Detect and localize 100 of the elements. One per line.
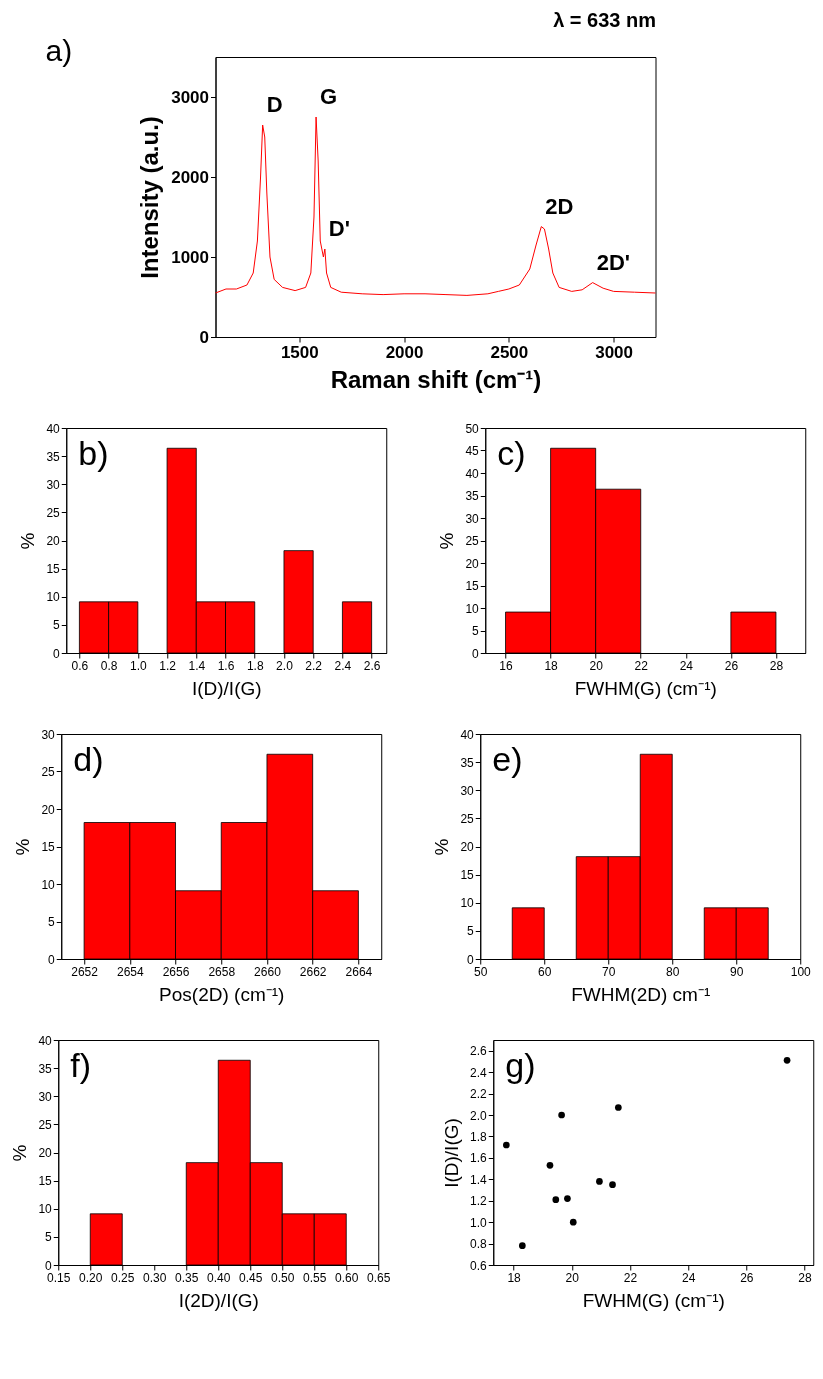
y-tick-label: 20	[460, 840, 475, 854]
x-tick-label: 0.55	[303, 1270, 327, 1285]
y-tick-label: 20	[41, 802, 56, 817]
annotation: c)	[497, 434, 526, 472]
point	[518, 1242, 526, 1250]
x-tick-label: 2.4	[334, 658, 352, 673]
x-tick-label: 2.0	[276, 658, 294, 673]
x-tick-label: 18	[544, 658, 559, 673]
y-tick-label: 35	[460, 755, 475, 770]
annotation: D'	[328, 216, 350, 241]
annotation: 2D'	[596, 249, 630, 275]
x-axis-title: FWHM(2D) cm⁻¹	[571, 983, 711, 1005]
y-tick-label: 20	[465, 556, 480, 571]
x-tick-label: 0.6	[71, 658, 89, 673]
y-tick-label: 15	[460, 868, 475, 883]
y-axis-title: %	[9, 1144, 31, 1162]
x-tick-label: 26	[724, 658, 739, 673]
x-tick-label: 28	[798, 1270, 813, 1285]
y-tick-label: 2.2	[470, 1087, 488, 1102]
x-tick-label: 1.6	[217, 658, 235, 673]
y-tick-label: 10	[46, 590, 61, 605]
y-tick-label: 0	[472, 646, 480, 661]
point	[502, 1141, 510, 1149]
x-tick-label: 24	[681, 1270, 696, 1285]
x-tick-label: 20	[589, 658, 604, 673]
y-tick-label: 0	[45, 1258, 53, 1273]
y-tick-label: 1.4	[470, 1172, 488, 1187]
y-axis-title: %	[431, 838, 453, 856]
x-tick-label: 20	[565, 1270, 580, 1285]
y-tick-label: 1.8	[470, 1129, 488, 1144]
annotation: 2D	[545, 193, 574, 219]
y-tick-label: 40	[46, 421, 61, 436]
x-tick-label: 0.50	[271, 1270, 295, 1285]
x-tick-label: 0.65	[367, 1270, 391, 1285]
y-tick-label: 35	[38, 1061, 53, 1076]
y-tick-label: 30	[465, 511, 480, 526]
y-axis-title: Intensity (a.u.)	[136, 116, 164, 279]
y-tick-label: 50	[465, 421, 480, 436]
x-tick-label: 100	[790, 964, 812, 979]
x-tick-label: 1500	[280, 342, 319, 362]
y-tick-label: 25	[41, 765, 56, 779]
y-tick-label: 10	[460, 896, 475, 911]
y-tick-label: 1.2	[470, 1194, 488, 1209]
annotation: b)	[78, 434, 109, 472]
y-axis-title: %	[17, 532, 39, 550]
x-tick-label: 26	[740, 1270, 754, 1285]
y-tick-label: 5	[45, 1230, 53, 1245]
y-tick-label: 10	[465, 601, 480, 616]
point	[552, 1196, 560, 1203]
y-tick-label: 25	[465, 534, 480, 548]
y-tick-label: 45	[465, 444, 480, 458]
y-tick-label: 20	[46, 534, 61, 548]
x-tick-label: 2664	[345, 964, 373, 979]
x-tick-label: 0.20	[79, 1270, 103, 1285]
annotation: d)	[73, 740, 104, 778]
x-tick-label: 24	[679, 658, 694, 673]
y-tick-label: 2.4	[470, 1065, 488, 1080]
x-tick-label: 0.60	[335, 1270, 359, 1285]
y-tick-label: 35	[46, 449, 61, 464]
point	[558, 1111, 565, 1119]
x-axis-title: Pos(2D) (cm⁻¹)	[159, 983, 285, 1005]
x-tick-label: 1.2	[159, 658, 177, 673]
x-axis-title: Raman shift (cm⁻¹)	[330, 365, 542, 393]
x-tick-label: 2658	[208, 964, 236, 979]
y-tick-label: 0	[53, 646, 61, 661]
y-tick-label: 15	[38, 1174, 53, 1189]
x-tick-label: 16	[499, 658, 514, 673]
x-tick-label: 90	[730, 964, 744, 979]
y-tick-label: 25	[46, 505, 61, 520]
point	[614, 1104, 622, 1111]
y-axis-title: %	[436, 532, 458, 550]
line-series	[215, 116, 656, 296]
annotation: g)	[505, 1046, 536, 1084]
x-tick-label: 0.15	[47, 1270, 71, 1285]
y-tick-label: 0	[199, 327, 209, 347]
y-tick-label: 30	[41, 727, 56, 742]
x-tick-label: 22	[623, 1270, 638, 1285]
x-tick-label: 1.8	[246, 658, 264, 673]
point	[564, 1195, 571, 1202]
y-tick-label: 0	[48, 952, 56, 967]
x-tick-label: 2.2	[305, 658, 323, 673]
x-tick-label: 80	[666, 964, 680, 979]
y-tick-label: 0	[467, 952, 475, 967]
x-tick-label: 2656	[162, 964, 190, 979]
x-tick-label: 2662	[299, 964, 327, 979]
point	[546, 1162, 554, 1169]
x-tick-label: 18	[507, 1270, 522, 1285]
x-tick-label: 2652	[71, 964, 99, 979]
y-tick-label: 40	[460, 727, 475, 742]
y-tick-label: 25	[460, 811, 475, 826]
y-tick-label: 15	[465, 579, 480, 593]
y-axis-title: I(D)/I(G)	[441, 1118, 463, 1188]
x-tick-label: 3000	[595, 342, 634, 362]
y-tick-label: 35	[465, 489, 480, 503]
y-tick-label: 30	[460, 783, 475, 798]
point	[596, 1178, 603, 1185]
text: a)	[45, 34, 73, 67]
x-tick-label: 0.40	[207, 1270, 231, 1285]
x-tick-label: 1.0	[130, 658, 148, 673]
annotation: G	[320, 84, 338, 109]
